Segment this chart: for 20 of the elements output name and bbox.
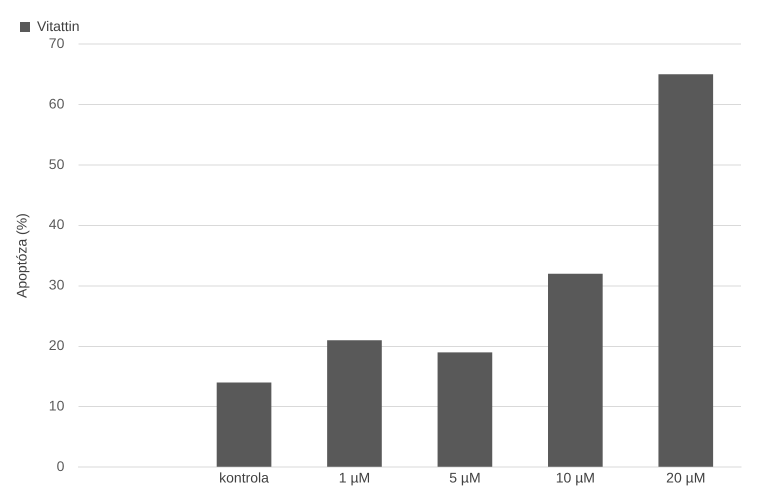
x-tick-label: kontrola — [219, 469, 270, 486]
bar — [658, 74, 714, 467]
y-tick-label: 30 — [48, 276, 65, 293]
y-tick-label: 60 — [48, 95, 65, 112]
x-tick-label: 10 µM — [556, 469, 595, 486]
y-tick-label: 50 — [48, 156, 65, 172]
legend-label: Vitattin — [37, 18, 80, 34]
bar — [216, 382, 272, 467]
x-tick-label: 1 µM — [338, 469, 370, 486]
y-tick-label: 10 — [48, 398, 65, 414]
y-tick-label: 20 — [48, 337, 65, 354]
y-axis-title: Apoptóza (%) — [13, 213, 30, 298]
bar — [438, 352, 492, 467]
bar — [327, 340, 382, 467]
y-tick-label: 70 — [48, 34, 65, 51]
x-tick-label: 20 µM — [666, 469, 706, 486]
y-tick-label: 0 — [56, 458, 65, 474]
x-tick-label: 5 µM — [449, 469, 481, 486]
y-tick-label: 40 — [48, 216, 65, 232]
bar — [548, 274, 603, 467]
